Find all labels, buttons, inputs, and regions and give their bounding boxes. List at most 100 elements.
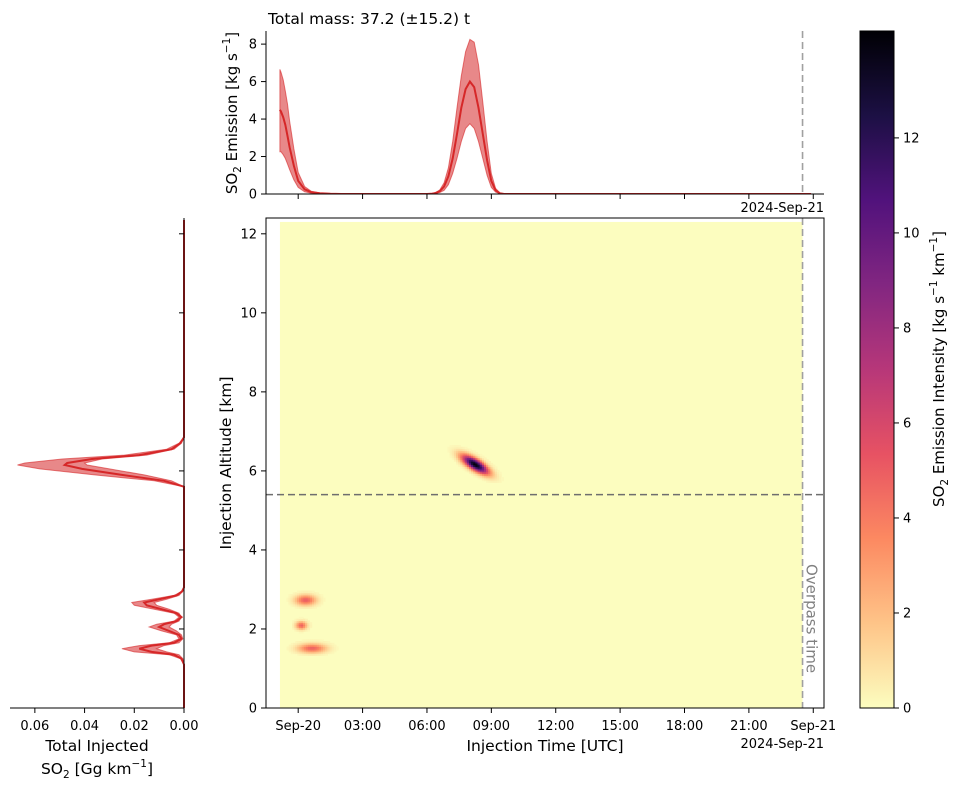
top-y-ticks: 0 2 4 6 8 — [249, 38, 266, 203]
heatmap-cell — [451, 445, 455, 448]
heatmap-cell — [462, 462, 466, 466]
heatmap-cell — [312, 648, 316, 651]
heatmap-cell — [309, 594, 313, 597]
heatmap-cell — [294, 629, 298, 632]
heatmap-cell — [486, 468, 489, 471]
heatmap-cell — [295, 641, 298, 644]
heatmap-cell — [323, 646, 326, 649]
heatmap-cell — [297, 642, 301, 646]
heatmap-cell — [468, 468, 472, 471]
heatmap-cell — [288, 599, 292, 602]
heatmap-cell — [322, 599, 326, 602]
x-tick-label: Sep-21 — [790, 719, 836, 734]
heatmap-cell — [296, 625, 300, 629]
heatmap-cell — [308, 644, 311, 647]
heatmap-cell — [312, 606, 315, 609]
heatmap-cell — [471, 473, 474, 476]
heatmap-blob — [447, 445, 504, 483]
heatmap-cell — [295, 642, 298, 646]
heatmap-cell — [464, 459, 468, 462]
heatmap-cell — [301, 651, 305, 655]
heatmap-cell — [299, 595, 302, 599]
heatmap-cell — [305, 623, 308, 627]
heatmap-cell — [475, 475, 479, 478]
main-x-ticks: Sep-20 03:00 06:00 09:00 12:00 15:00 18:00 21:0… — [275, 708, 836, 734]
heatmap-cell — [303, 606, 307, 609]
heatmap-cell — [451, 448, 455, 451]
heatmap-cell — [488, 461, 492, 464]
heatmap-cell — [494, 469, 498, 473]
heatmap-cell — [288, 646, 292, 649]
heatmap-cell — [322, 597, 326, 601]
heatmap-cell — [305, 639, 309, 642]
heatmap-cell — [301, 604, 305, 608]
heatmap-cell — [468, 452, 472, 455]
x-tick-label: 03:00 — [344, 719, 381, 734]
heatmap-cell — [449, 446, 453, 450]
heatmap-cell — [477, 453, 481, 457]
heatmap-cell — [318, 649, 322, 653]
heatmap-cell — [320, 646, 324, 649]
heatmap-cell — [483, 477, 487, 480]
heatmap-cell — [481, 477, 485, 480]
heatmap-cell — [305, 618, 308, 622]
heatmap-cell — [305, 644, 309, 647]
heatmap-cell — [458, 455, 461, 459]
heatmap-cell — [316, 646, 320, 649]
heatmap-cell — [300, 625, 304, 629]
heatmap-cell — [488, 480, 492, 483]
x-tick-label: 0.06 — [20, 719, 49, 734]
heatmap-cell — [301, 649, 305, 653]
heatmap-cell — [316, 595, 320, 599]
heatmap-cell — [303, 594, 307, 597]
heatmap-cell — [468, 457, 472, 460]
heatmap-cell — [320, 648, 324, 651]
heatmap-cell — [290, 642, 294, 646]
heatmap-cell — [314, 649, 318, 653]
heatmap-cell — [288, 597, 292, 601]
heatmap-cell — [481, 455, 485, 459]
heatmap-cell — [310, 651, 313, 655]
heatmap-cell — [481, 478, 485, 482]
heatmap-cell — [323, 641, 326, 644]
heatmap-cell — [473, 450, 476, 453]
heatmap-cell — [496, 480, 500, 483]
heatmap-cell — [468, 462, 472, 466]
heatmap-cell — [477, 462, 481, 466]
left-x-axis-label-line2: SO2 [Gg km−1] — [41, 758, 153, 781]
heatmap-cell — [294, 620, 298, 623]
heatmap-cell — [310, 646, 313, 649]
heatmap-cell — [305, 646, 309, 649]
heatmap-cell — [294, 627, 298, 630]
label-part: SO — [223, 173, 241, 194]
heatmap-cell — [468, 464, 472, 467]
heatmap-cell — [297, 641, 301, 644]
heatmap-cell — [494, 478, 498, 482]
heatmap-cell — [462, 452, 466, 455]
heatmap-cell — [468, 459, 472, 462]
heatmap-cell — [305, 629, 308, 632]
heatmap-cell — [456, 457, 459, 460]
heatmap-cell — [464, 455, 468, 459]
heatmap-cell — [307, 625, 311, 629]
heatmap-cell — [481, 466, 485, 469]
heatmap-cell — [312, 590, 315, 593]
heatmap-cell — [318, 604, 322, 608]
heatmap-cell — [305, 595, 309, 599]
heatmap-cell — [293, 644, 296, 647]
heatmap-cell — [466, 469, 470, 473]
heatmap-cell — [299, 648, 303, 651]
heatmap-cell — [471, 450, 474, 453]
heatmap-cell — [320, 601, 324, 604]
heatmap-cell — [479, 464, 483, 467]
label-part: km — [930, 252, 948, 280]
heatmap-cell — [288, 648, 292, 651]
heatmap-cell — [458, 446, 461, 450]
y-tick-label: 2 — [249, 150, 257, 165]
left-y-ticks — [179, 233, 184, 709]
heatmap-cell — [471, 469, 474, 473]
heatmap-cell — [298, 631, 302, 634]
heatmap-cell — [483, 471, 487, 475]
heatmap-cell — [473, 475, 476, 478]
heatmap-cell — [483, 462, 487, 466]
